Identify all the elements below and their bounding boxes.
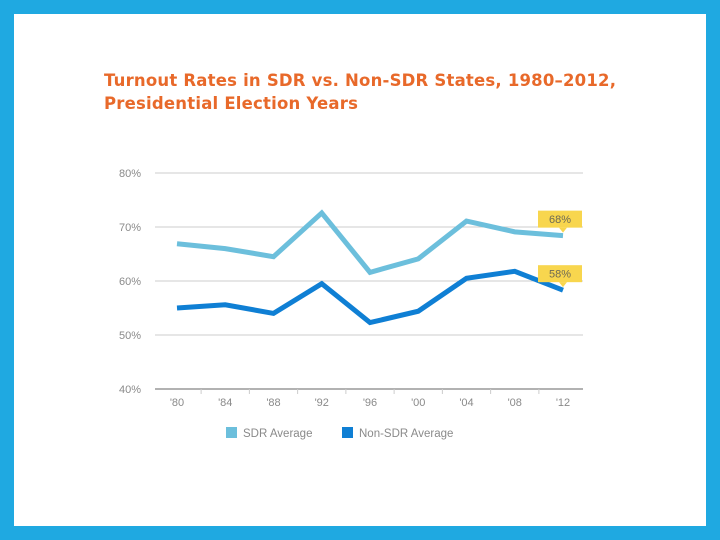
gridlines: [155, 172, 583, 390]
chart-title: Turnout Rates in SDR vs. Non-SDR States,…: [104, 69, 616, 115]
callout-box: [538, 210, 582, 228]
callout-box: [538, 265, 582, 283]
legend-swatch-non-sdr: [342, 427, 353, 438]
series-lines: [176, 209, 564, 326]
legend-label: Non-SDR Average: [359, 428, 453, 440]
x-tick-label: '96: [363, 397, 377, 409]
x-tick-label: '80: [170, 397, 184, 409]
x-tick-label: '08: [508, 397, 522, 409]
callout-label: 58%: [549, 269, 571, 281]
end-callouts: 68% 58%: [538, 210, 582, 288]
sdr-average-line: [176, 209, 564, 276]
x-tick-label: '00: [411, 397, 425, 409]
chart-title-line-1: Turnout Rates in SDR vs. Non-SDR States,…: [104, 71, 617, 90]
chart-title-line-2: Presidential Election Years: [104, 94, 359, 113]
x-tick-label: '04: [459, 397, 473, 409]
x-tick-label: '12: [556, 397, 570, 409]
x-axis-ticks: '80 '84 '88 '92 '96 '00 '04 '08 '12: [170, 389, 570, 409]
y-axis-ticks: 40% 50% 60% 70% 80%: [119, 168, 141, 396]
y-tick-label: 80%: [119, 168, 141, 180]
x-tick-label: '92: [315, 397, 329, 409]
callout-label: 68%: [549, 214, 571, 226]
legend: SDR Average Non-SDR Average: [226, 427, 453, 440]
legend-label: SDR Average: [243, 428, 312, 440]
y-tick-label: 50%: [119, 330, 141, 342]
y-tick-label: 70%: [119, 222, 141, 234]
legend-swatch-sdr: [226, 427, 237, 438]
callout-pointer: [559, 282, 567, 288]
sdr-end-callout: 68%: [538, 210, 582, 233]
y-tick-label: 60%: [119, 276, 141, 288]
y-tick-label: 40%: [119, 384, 141, 396]
non-sdr-end-callout: 58%: [538, 265, 582, 288]
slide: [14, 14, 706, 526]
non-sdr-average-line: [176, 268, 564, 326]
x-tick-label: '88: [266, 397, 280, 409]
x-tick-label: '84: [218, 397, 232, 409]
callout-pointer: [559, 227, 567, 233]
